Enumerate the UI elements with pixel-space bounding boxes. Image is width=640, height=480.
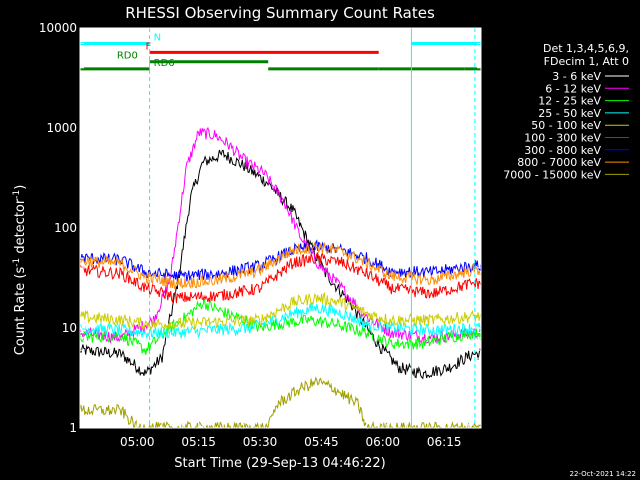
x-tick-label: 06:00 [365,435,400,449]
legend: Det 1,3,4,5,6,9, FDecim 1, Att 0 3 - 6 k… [503,42,629,181]
chart-title: RHESSI Observing Summary Count Rates [125,4,435,22]
x-tick-label: 05:30 [243,435,278,449]
legend-label-7000-15000-kev: 7000 - 15000 keV [503,168,601,181]
x-tick-label: 05:45 [304,435,339,449]
y-axis-label-d: -1 [12,190,22,199]
flag-bars: NF RD0 RD6 [80,32,481,71]
y-axis-label-b: -1 [12,258,22,267]
series-line-800-7000-kev [79,242,482,290]
legend-label-25-50-kev: 25 - 50 keV [538,107,601,120]
legend-header-2: FDecim 1, Att 0 [544,55,629,68]
legend-label-12-25-kev: 12 - 25 keV [538,95,601,108]
series-line-100-300-kev [79,251,482,304]
flag-label-f: F [145,41,151,52]
series-line-12-25-kev [79,299,482,355]
plot-background [80,28,481,428]
y-axis-label: Count Rate (s-1 detector-1) [12,185,28,356]
series-line-6-12-kev [79,126,482,345]
series-line-3-6-kev [79,149,482,380]
legend-label-800-7000-kev: 800 - 7000 keV [517,156,601,169]
legend-label-300-800-kev: 300 - 800 keV [524,144,601,157]
legend-label-3-6-kev: 3 - 6 keV [552,70,601,83]
x-tick-label: 06:15 [427,435,462,449]
y-axis-label-e: ) [13,185,28,190]
legend-label-6-12-kev: 6 - 12 keV [545,82,601,95]
footer-date: 22-Oct-2021 14:22 [570,470,636,478]
flag-label-n: N [154,32,161,43]
series-line-25-50-kev [79,303,482,340]
y-tick-label: 10 [62,321,77,335]
flag-label-rd0: RD0 [117,51,138,62]
x-tick-label: 05:15 [181,435,216,449]
axes: 1 10 100 1000 10000 05:00 05:15 05:30 05:45 06:00… [39,21,482,449]
y-tick-label: 100 [54,221,77,235]
y-tick-label: 1 [69,421,77,435]
legend-label-50-100-kev: 50 - 100 keV [531,119,601,132]
x-axis-label: Start Time (29-Sep-13 04:46:22) [174,456,385,471]
series-line-50-100-kev [79,291,482,331]
y-axis-label-c: detector [13,198,28,258]
x-tick-label: 05:00 [120,435,155,449]
legend-header-1: Det 1,3,4,5,6,9, [543,42,629,55]
flag-label-rd6: RD6 [154,58,175,69]
y-tick-label: 10000 [39,21,77,35]
y-axis-label-a: Count Rate (s [13,267,28,356]
y-tick-label: 1000 [46,121,77,135]
legend-label-100-300-kev: 100 - 300 keV [524,132,601,145]
